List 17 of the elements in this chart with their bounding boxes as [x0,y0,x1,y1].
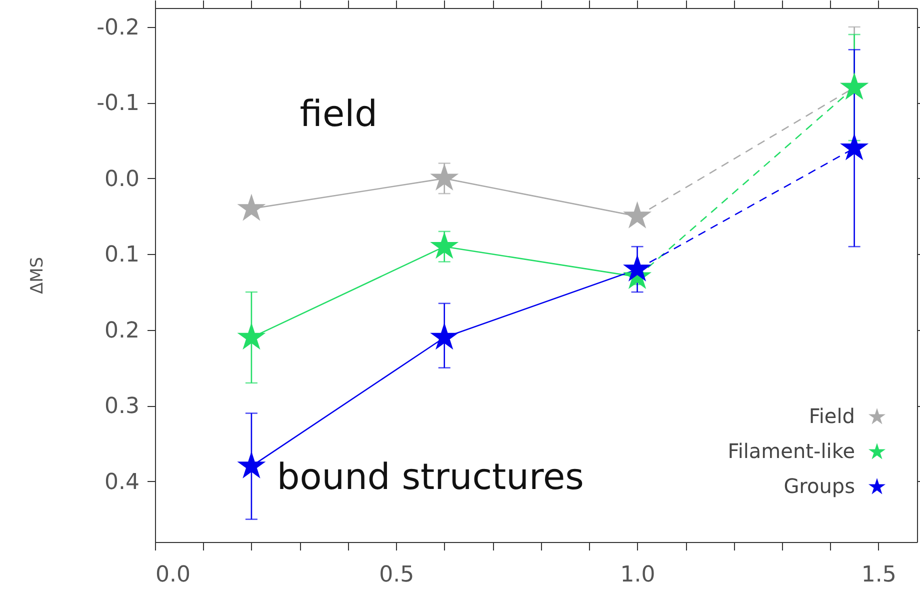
x-tick-label: 1.5 [861,562,896,588]
y-tick-label: -0.1 [96,91,140,116]
x-tick-label: 0.5 [379,562,414,588]
annotation: bound structures [276,456,584,498]
y-tick-label: 0.2 [104,318,140,344]
x-tick-label: 0.0 [156,562,190,588]
y-tick-label: 0.1 [104,242,140,268]
legend-label: Filament-like [728,439,855,463]
y-tick-label: -0.2 [96,15,140,40]
legend-label: Groups [784,474,855,498]
y-tick-label: 0.0 [104,166,140,192]
annotation: field [300,94,378,135]
legend-label: Field [808,404,855,428]
y-tick-label: 0.4 [104,470,140,495]
y-axis-title: ΔMS [28,256,48,294]
y-tick-label: 0.3 [104,394,140,420]
x-tick-label: 1.0 [620,562,656,588]
